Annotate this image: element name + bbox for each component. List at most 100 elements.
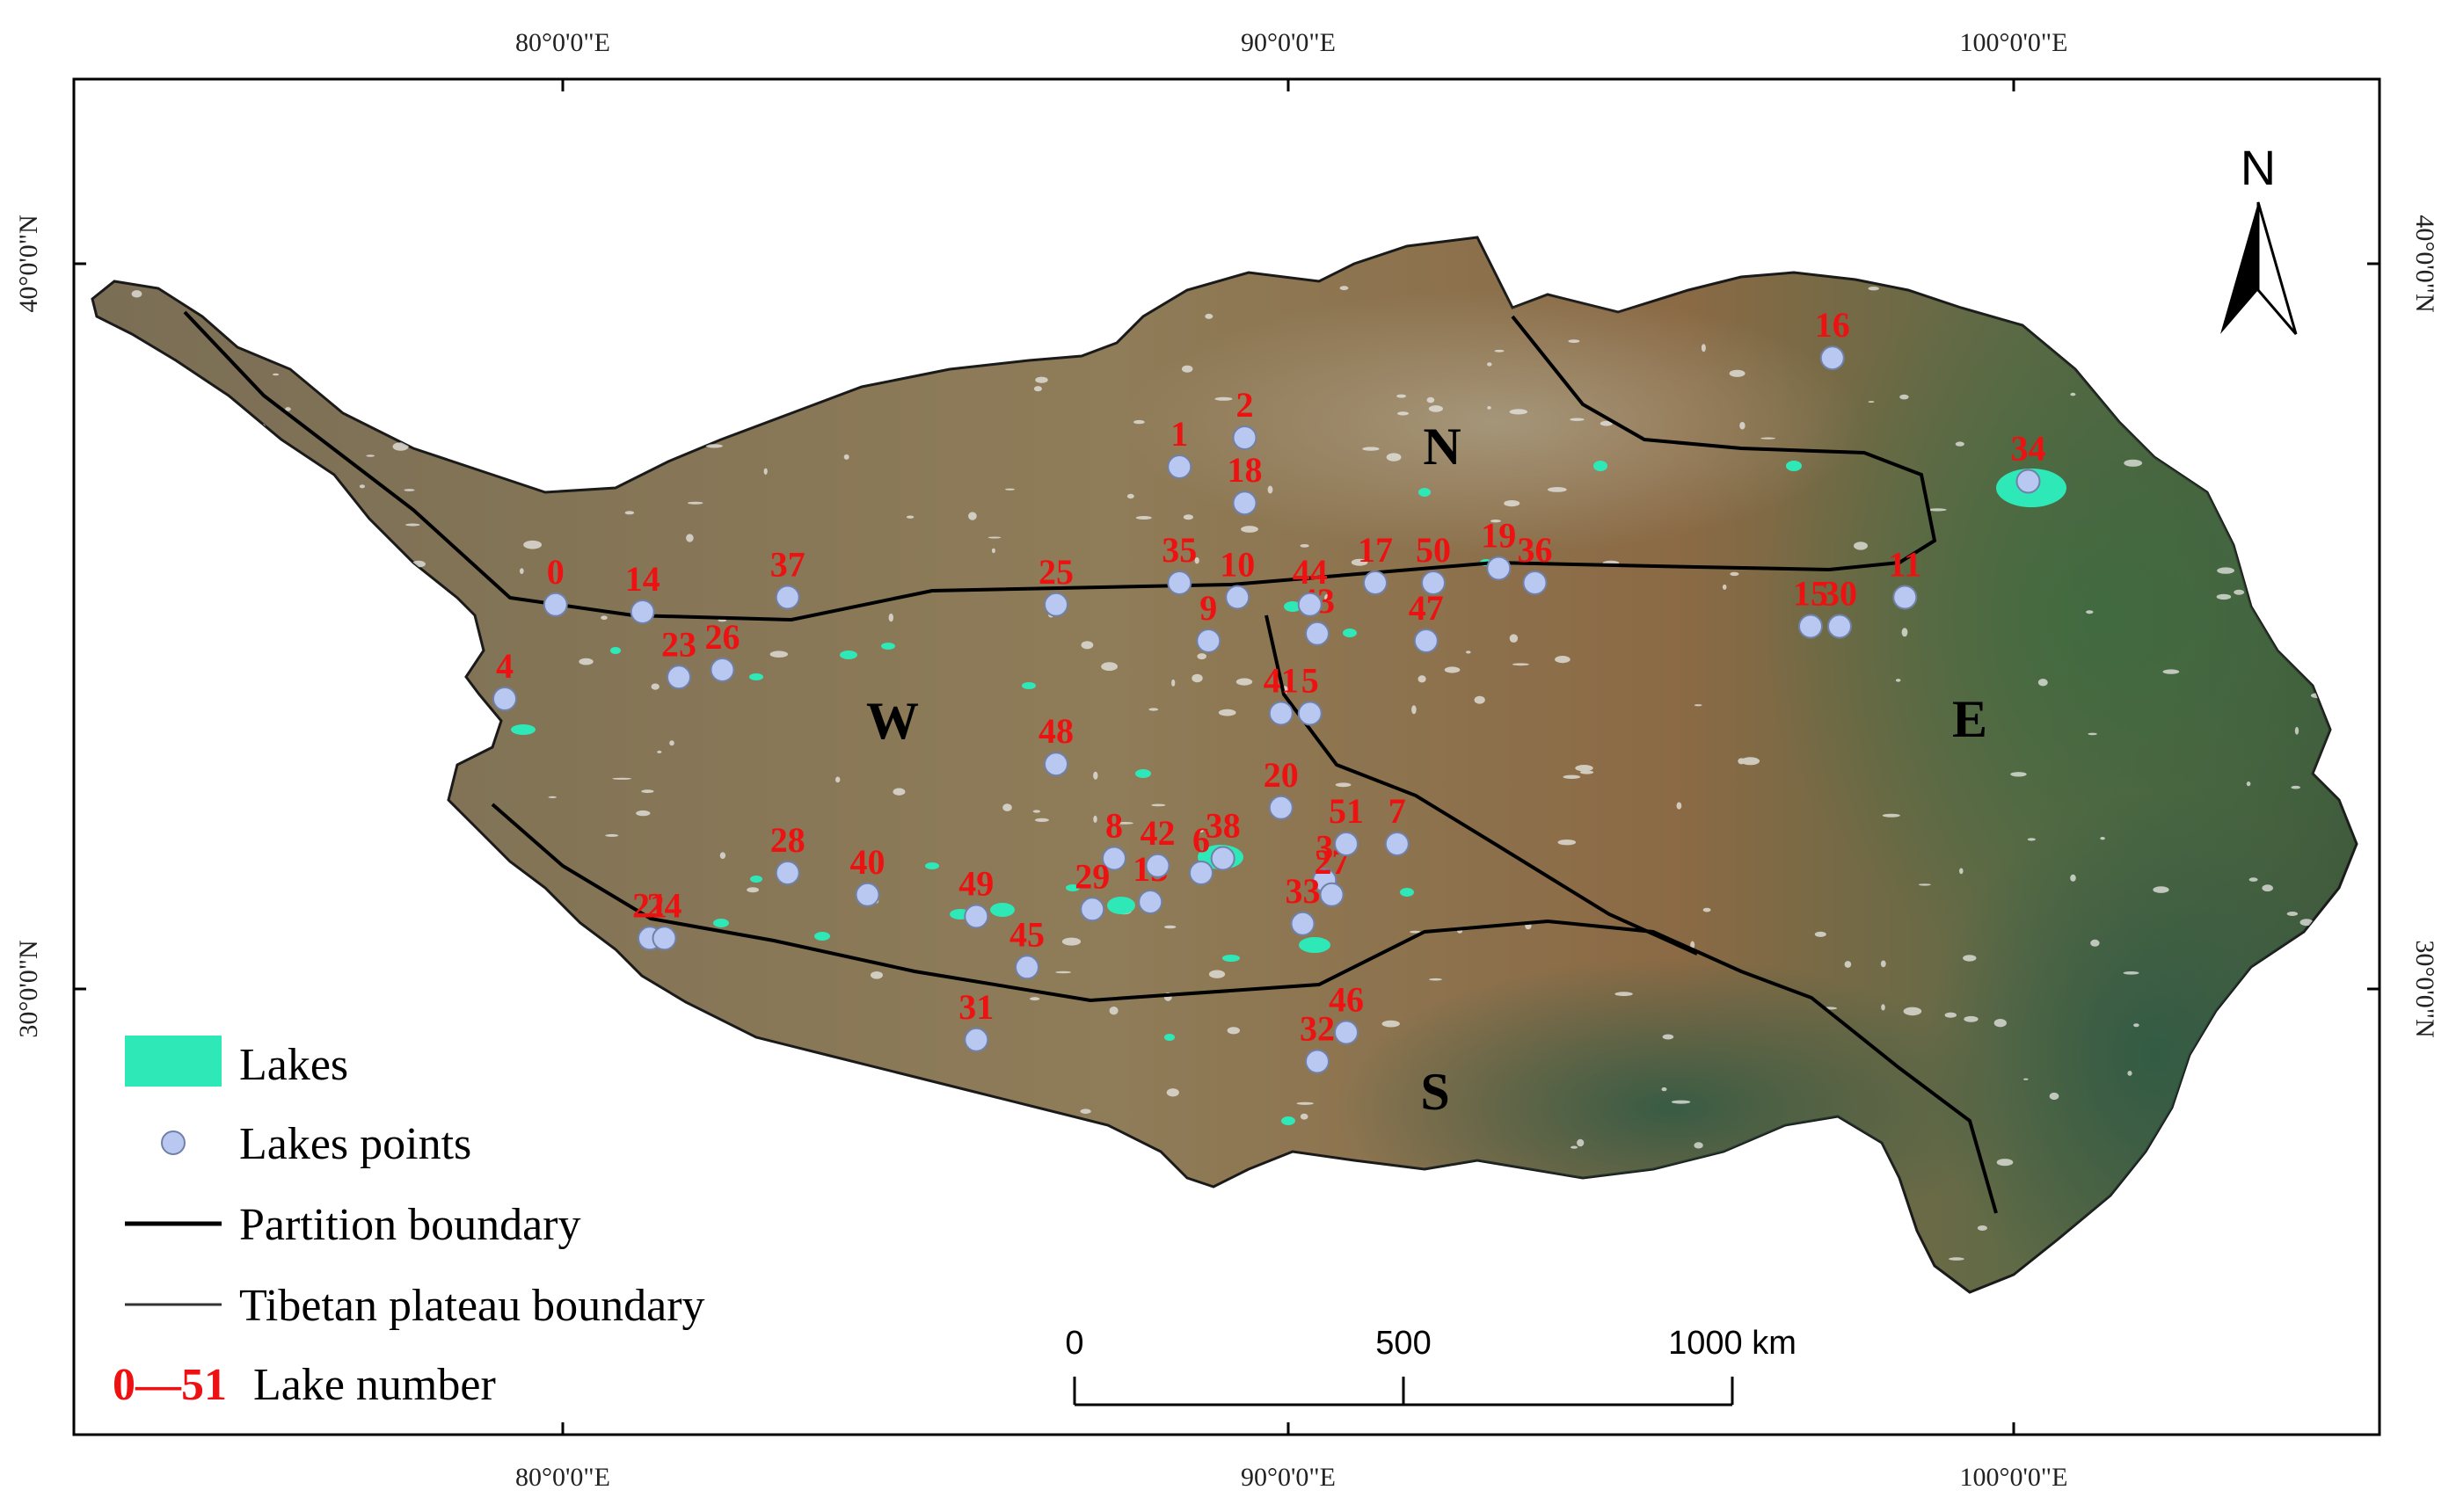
lake-number-label: 24 bbox=[647, 885, 682, 925]
lake-point-marker bbox=[1210, 846, 1235, 871]
lake-point-30: 30 bbox=[1822, 574, 1857, 639]
legend-partition-label: Partition boundary bbox=[239, 1200, 581, 1250]
terrain-speck bbox=[1722, 584, 1727, 590]
lake-polygon bbox=[990, 903, 1015, 917]
lake-number-label: 34 bbox=[2011, 429, 2046, 469]
terrain-speck bbox=[1739, 421, 1745, 430]
lake-point-marker bbox=[543, 592, 568, 617]
terrain-speck bbox=[1895, 679, 1901, 682]
terrain-speck bbox=[1034, 818, 1049, 823]
graticule-labels: 80°0'0"E 90°0'0"E 100°0'0"E 80°0'0"E 90°… bbox=[14, 28, 2439, 1492]
lake-point-marker bbox=[1080, 897, 1105, 922]
terrain-speck bbox=[1397, 411, 1409, 416]
left-lat-label-40: 40°0'0"N bbox=[14, 214, 43, 312]
lake-point-5: 5 bbox=[1297, 661, 1323, 726]
region-label-n: N bbox=[1423, 418, 1461, 476]
lake-point-marker bbox=[1363, 571, 1388, 595]
terrain-speck bbox=[651, 683, 660, 690]
lake-point-34: 34 bbox=[2011, 429, 2046, 494]
lake-number-label: 10 bbox=[1220, 545, 1255, 585]
lake-polygon bbox=[511, 724, 536, 735]
lake-point-marker bbox=[1305, 621, 1330, 646]
terrain-speck bbox=[359, 484, 365, 489]
lake-point-29: 29 bbox=[1075, 856, 1110, 922]
lake-polygon bbox=[925, 862, 939, 869]
terrain-speck bbox=[2070, 392, 2076, 396]
lake-point-24: 24 bbox=[647, 885, 682, 951]
terrain-speck bbox=[2100, 837, 2105, 840]
terrain-speck bbox=[2294, 726, 2299, 735]
lake-point-18: 18 bbox=[1228, 450, 1263, 516]
terrain-speck bbox=[2299, 919, 2314, 927]
north-arrow-label: N bbox=[2241, 140, 2276, 195]
lake-polygon bbox=[713, 919, 729, 927]
lake-point-marker bbox=[1268, 795, 1294, 820]
lake-point-2: 2 bbox=[1232, 385, 1257, 450]
terrain-speck bbox=[2246, 781, 2251, 787]
terrain-speck bbox=[2124, 459, 2143, 467]
lake-number-label: 51 bbox=[1329, 791, 1364, 831]
terrain-speck bbox=[893, 788, 906, 796]
terrain-speck bbox=[1955, 441, 1964, 447]
lake-number-label: 42 bbox=[1141, 813, 1176, 853]
lake-polygon bbox=[814, 932, 830, 941]
terrain-speck bbox=[1227, 1027, 1241, 1035]
lake-number-label: 32 bbox=[1300, 1009, 1335, 1049]
terrain-speck bbox=[2037, 679, 2048, 687]
lake-polygon bbox=[1164, 1034, 1175, 1041]
north-arrow-right-half bbox=[2256, 201, 2298, 335]
terrain-speck bbox=[1335, 782, 1352, 788]
partition-boundary-we bbox=[1264, 614, 1698, 956]
terrain-speck bbox=[1133, 419, 1145, 425]
legend-lake-number-label: Lake number bbox=[253, 1360, 496, 1410]
lake-point-1: 1 bbox=[1167, 414, 1192, 479]
lake-point-marker bbox=[1044, 752, 1068, 777]
terrain-speck bbox=[404, 489, 415, 491]
graticule-ticks bbox=[74, 79, 2379, 1435]
lake-polygon bbox=[750, 876, 762, 883]
terrain-speck bbox=[1362, 447, 1380, 451]
right-lat-label-40: 40°0'0"N bbox=[2410, 214, 2439, 312]
terrain-speck bbox=[2127, 1071, 2132, 1076]
terrain-speck bbox=[1386, 453, 1402, 462]
terrain-speck bbox=[1339, 286, 1349, 291]
terrain-speck bbox=[1671, 1100, 1691, 1104]
terrain-speck bbox=[636, 810, 651, 817]
terrain-speck bbox=[2262, 884, 2273, 892]
lake-polygon bbox=[1022, 682, 1036, 689]
terrain-speck bbox=[1381, 1020, 1400, 1028]
lake-point-marker bbox=[1892, 585, 1918, 610]
terrain-speck bbox=[1575, 765, 1593, 772]
terrain-speck bbox=[1964, 1015, 1979, 1022]
top-lon-label-90: 90°0'0"E bbox=[1241, 28, 1336, 57]
lake-number-label: 28 bbox=[770, 820, 805, 860]
terrain-speck bbox=[405, 523, 420, 527]
scale-label-1000: 1000 km bbox=[1668, 1325, 1796, 1362]
lake-point-marker bbox=[1102, 846, 1126, 871]
lake-number-label: 1 bbox=[1170, 414, 1188, 454]
region-labels: N W E S bbox=[866, 418, 1987, 1121]
lake-point-marker bbox=[1319, 882, 1345, 907]
terrain-speck bbox=[705, 444, 723, 448]
lake-point-42: 42 bbox=[1141, 813, 1176, 878]
terrain-speck bbox=[2023, 1078, 2029, 1080]
region-label-e: E bbox=[1952, 690, 1987, 748]
terrain-speck bbox=[1571, 1145, 1578, 1149]
terrain-speck bbox=[1868, 401, 1875, 403]
lake-point-marker bbox=[1297, 701, 1323, 726]
terrain-speck bbox=[1444, 666, 1461, 673]
lake-point-6: 6 bbox=[1189, 820, 1213, 885]
partition-boundary-wn bbox=[183, 310, 1937, 622]
lake-point-8: 8 bbox=[1102, 806, 1126, 871]
terrain-speck bbox=[1035, 376, 1048, 383]
lake-polygon bbox=[1593, 461, 1607, 471]
terrain-speck bbox=[1949, 1257, 1964, 1261]
terrain-speck bbox=[1814, 931, 1826, 937]
lake-point-9: 9 bbox=[1196, 588, 1221, 653]
terrain-speck bbox=[1701, 344, 1706, 353]
terrain-speck bbox=[1844, 961, 1852, 968]
lake-point-marker bbox=[710, 658, 735, 682]
terrain-speck bbox=[1555, 656, 1571, 664]
lake-point-23: 23 bbox=[661, 624, 696, 690]
lake-point-26: 26 bbox=[705, 617, 740, 682]
